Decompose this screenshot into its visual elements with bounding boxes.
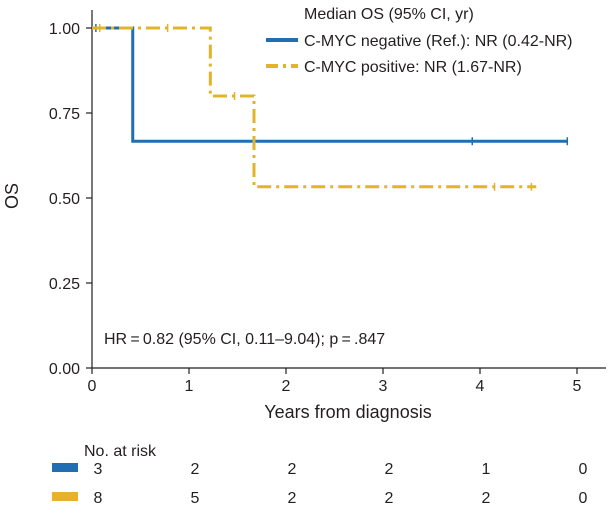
x-axis-title: Years from diagnosis — [264, 402, 431, 422]
y-tick-label: 0.25 — [49, 276, 80, 293]
risk-table: 3 2 2 2 1 0 8 5 2 2 2 0 — [52, 461, 588, 507]
x-ticks: 0 1 2 3 4 5 — [88, 368, 582, 395]
legend-label-negative: C-MYC negative (Ref.): NR (0.42-NR) — [304, 33, 573, 50]
risk-value: 2 — [385, 461, 394, 478]
x-tick-label: 2 — [282, 378, 291, 395]
hazard-ratio-annotation: HR = 0.82 (95% CI, 0.11–9.04); p = .847 — [104, 331, 385, 348]
risk-row-swatch — [52, 463, 78, 472]
y-tick-label: 1.00 — [49, 21, 80, 38]
risk-value: 2 — [288, 490, 297, 507]
risk-value: 1 — [482, 461, 491, 478]
legend: Median OS (95% CI, yr) C-MYC negative (R… — [266, 6, 573, 76]
risk-value: 3 — [94, 461, 103, 478]
survival-curves — [92, 24, 569, 191]
y-ticks: 0.00 0.25 0.50 0.75 1.00 — [49, 21, 92, 378]
x-tick-label: 4 — [476, 378, 485, 395]
risk-value: 2 — [385, 490, 394, 507]
y-tick-label: 0.50 — [49, 191, 80, 208]
y-tick-label: 0.75 — [49, 106, 80, 123]
risk-value: 2 — [482, 490, 491, 507]
risk-value: 2 — [288, 461, 297, 478]
legend-label-positive: C-MYC positive: NR (1.67-NR) — [304, 59, 522, 76]
x-tick-label: 5 — [573, 378, 582, 395]
y-tick-label: 0.00 — [49, 361, 80, 378]
risk-table-title: No. at risk — [84, 443, 157, 460]
risk-value: 0 — [579, 490, 588, 507]
x-tick-label: 0 — [88, 378, 97, 395]
x-tick-label: 1 — [185, 378, 194, 395]
x-tick-label: 3 — [379, 378, 388, 395]
curve-c-myc-positive — [92, 26, 537, 189]
risk-value: 5 — [191, 490, 200, 507]
risk-value: 8 — [94, 490, 103, 507]
risk-value: 0 — [579, 461, 588, 478]
legend-title: Median OS (95% CI, yr) — [304, 6, 474, 23]
risk-row-swatch — [52, 492, 78, 501]
y-axis-title: OS — [2, 183, 22, 209]
risk-value: 2 — [191, 461, 200, 478]
